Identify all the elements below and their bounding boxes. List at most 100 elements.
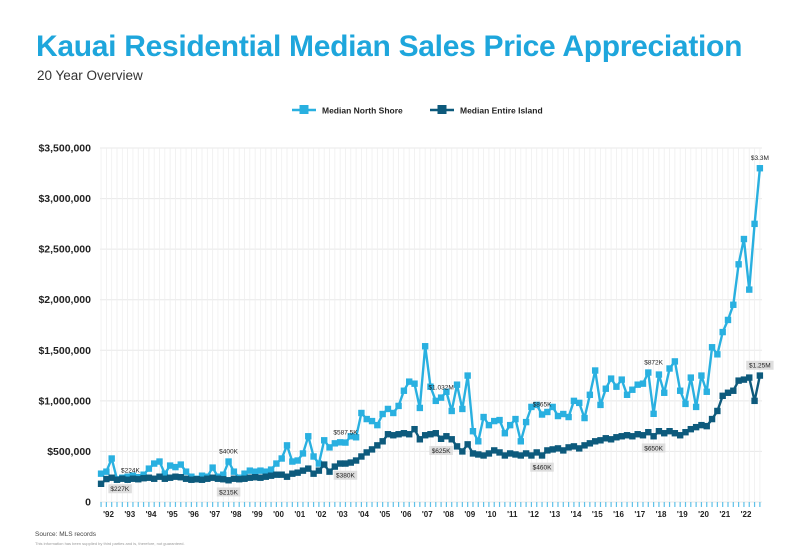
data-point-entire-island: [198, 476, 206, 483]
data-point-entire-island: [113, 476, 121, 483]
data-point-entire-island: [602, 435, 609, 442]
x-tick-label: '98: [231, 510, 242, 519]
data-point-entire-island: [448, 436, 455, 443]
x-tick-label: '20: [698, 510, 709, 519]
data-point-entire-island: [591, 438, 599, 445]
data-point-entire-island: [751, 397, 758, 405]
data-point-entire-island: [230, 475, 238, 482]
data-point-north-shore: [336, 439, 344, 446]
data-point-entire-island: [150, 475, 158, 482]
x-tick-label: '13: [549, 510, 560, 519]
data-point-north-shore: [491, 417, 498, 425]
data-point-entire-island: [299, 467, 307, 474]
data-point-north-shore: [576, 399, 583, 407]
data-point-entire-island: [273, 471, 280, 478]
x-tick-label: '05: [379, 510, 390, 519]
data-point-north-shore: [156, 458, 163, 465]
data-point-entire-island: [554, 445, 562, 452]
data-point-entire-island: [129, 475, 137, 482]
data-point-entire-island: [666, 428, 673, 435]
data-point-entire-island: [618, 433, 625, 440]
data-point-entire-island: [655, 428, 663, 435]
data-point-entire-island: [517, 452, 524, 459]
x-tick-label: '08: [443, 510, 454, 519]
x-tick-label: '17: [634, 510, 645, 519]
legend-entire-island-marker: [437, 105, 447, 114]
data-point-entire-island: [321, 461, 328, 468]
data-point-entire-island: [97, 480, 105, 487]
data-point-entire-island: [565, 444, 572, 451]
chart-grid: [100, 147, 762, 503]
x-tick-label: '14: [571, 510, 582, 519]
data-point-north-shore: [565, 413, 572, 421]
data-point-entire-island: [708, 415, 716, 423]
data-point-north-shore: [698, 372, 705, 379]
data-point-entire-island: [209, 474, 216, 481]
y-tick-label: $3,500,000: [38, 143, 91, 155]
data-point-north-shore: [331, 440, 339, 447]
data-point-north-shore: [225, 458, 232, 465]
legend-north-shore-label: Median North Shore: [322, 106, 403, 116]
data-point-entire-island: [453, 443, 461, 450]
annotation-box: [530, 462, 554, 472]
annotation-ann-125m: $1.25M: [749, 363, 771, 370]
data-point-entire-island: [698, 421, 705, 429]
data-point-north-shore: [682, 400, 689, 408]
x-tick-label: '11: [507, 510, 518, 519]
x-axis: '92 '93 '94 '95 '96 '97 '98 '99 '00 '01 '02 '03 '04 '…: [100, 502, 761, 519]
data-point-north-shore: [570, 397, 578, 405]
data-point-north-shore: [581, 414, 588, 422]
data-point-north-shore: [475, 438, 482, 445]
data-point-north-shore: [746, 286, 753, 293]
data-point-entire-island: [363, 449, 370, 456]
data-point-entire-island: [427, 431, 434, 438]
data-point-entire-island: [411, 425, 418, 433]
data-point-north-shore: [406, 378, 413, 385]
data-point-entire-island: [581, 442, 588, 449]
data-point-north-shore: [538, 411, 546, 418]
data-point-entire-island: [437, 435, 445, 442]
data-point-entire-island: [443, 433, 450, 440]
data-point-north-shore: [177, 461, 184, 468]
data-point-north-shore: [464, 372, 471, 379]
data-point-entire-island: [464, 441, 471, 448]
legend: Median North Shore Median Entire Island: [292, 105, 543, 116]
data-point-entire-island: [475, 451, 482, 458]
data-point-north-shore: [512, 415, 519, 423]
data-point-north-shore: [544, 408, 551, 416]
series-group: [97, 165, 764, 487]
data-point-north-shore: [623, 391, 631, 398]
annotation-ann-400k: $400K: [219, 449, 238, 456]
data-point-north-shore: [384, 405, 392, 413]
data-point-entire-island: [241, 475, 248, 482]
x-tick-label: '06: [401, 510, 412, 519]
data-point-north-shore: [379, 410, 386, 418]
legend-north-shore-marker: [299, 105, 309, 114]
data-point-north-shore: [618, 376, 625, 383]
x-tick-label: '96: [188, 510, 199, 519]
data-point-north-shore: [751, 220, 758, 228]
data-point-entire-island: [166, 474, 174, 481]
chart-title: Kauai Residential Median Sales Price App…: [36, 30, 743, 63]
data-point-north-shore: [326, 444, 333, 451]
data-point-entire-island: [570, 443, 578, 450]
chart-subtitle: 20 Year Overview: [37, 68, 143, 83]
y-tick-label: $500,000: [47, 446, 91, 458]
data-point-entire-island: [177, 474, 184, 481]
data-point-entire-island: [597, 437, 604, 444]
annotation-ann-1032m: $1.032M: [428, 385, 453, 392]
data-point-entire-island: [586, 440, 594, 447]
x-tick-label: '10: [486, 510, 497, 519]
data-point-north-shore: [182, 468, 190, 475]
data-point-north-shore: [607, 375, 615, 382]
data-point-north-shore: [666, 365, 673, 372]
data-point-north-shore: [602, 385, 609, 392]
data-point-north-shore: [220, 471, 227, 478]
data-point-entire-island: [278, 471, 285, 478]
x-tick-label: '19: [677, 510, 688, 519]
data-point-north-shore: [267, 466, 275, 473]
data-point-north-shore: [724, 316, 732, 324]
data-point-north-shore: [374, 421, 381, 429]
data-point-entire-island: [730, 387, 737, 394]
data-point-north-shore: [321, 437, 328, 444]
